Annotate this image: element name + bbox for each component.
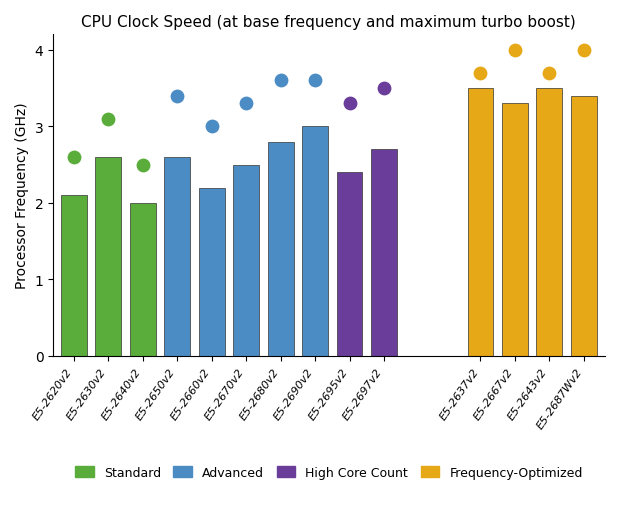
Point: [310, 77, 320, 85]
Bar: [536, 89, 562, 356]
Y-axis label: Processor Frequency (GHz): Processor Frequency (GHz): [15, 103, 29, 289]
Point: [579, 46, 589, 54]
Bar: [571, 96, 597, 356]
Point: [510, 46, 520, 54]
Point: [172, 92, 183, 100]
Legend: Standard, Advanced, High Core Count, Frequency-Optimized: Standard, Advanced, High Core Count, Fre…: [68, 460, 589, 485]
Bar: [233, 165, 259, 356]
Bar: [61, 196, 87, 356]
Bar: [268, 143, 294, 356]
Bar: [467, 89, 493, 356]
Point: [103, 115, 113, 123]
Bar: [95, 158, 121, 356]
Point: [379, 84, 389, 93]
Bar: [337, 173, 363, 356]
Bar: [164, 158, 190, 356]
Point: [138, 161, 148, 169]
Point: [68, 154, 79, 162]
Point: [207, 123, 217, 131]
Point: [241, 100, 251, 108]
Bar: [302, 127, 328, 356]
Bar: [198, 188, 224, 356]
Bar: [371, 150, 397, 356]
Bar: [130, 204, 156, 356]
Point: [276, 77, 286, 85]
Bar: [502, 104, 528, 356]
Point: [545, 69, 555, 77]
Point: [476, 69, 486, 77]
Title: CPU Clock Speed (at base frequency and maximum turbo boost): CPU Clock Speed (at base frequency and m…: [82, 15, 576, 30]
Point: [344, 100, 354, 108]
